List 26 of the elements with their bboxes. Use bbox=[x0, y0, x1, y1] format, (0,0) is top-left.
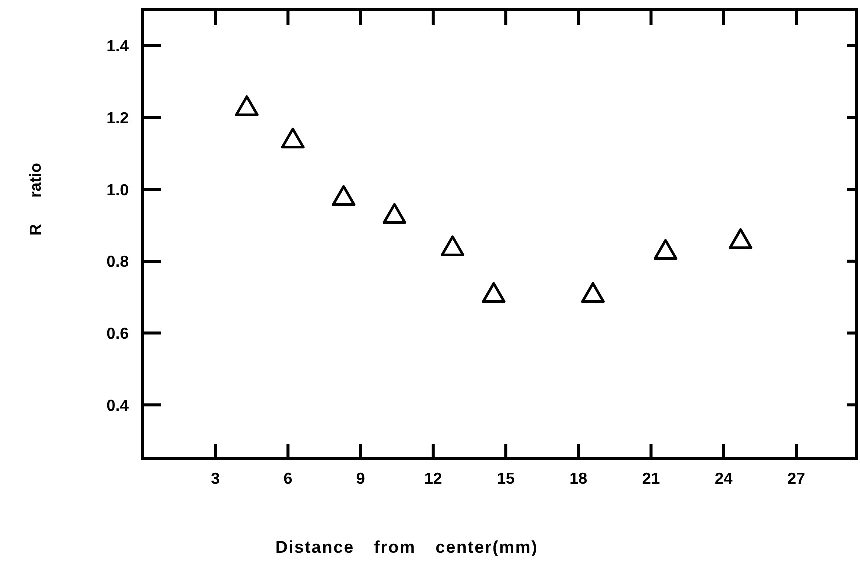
point bbox=[654, 239, 678, 260]
point bbox=[235, 96, 259, 116]
x-tick-label: 12 bbox=[424, 471, 442, 488]
y-axis-title: R ratio bbox=[28, 162, 45, 236]
y-tick-label: 0.8 bbox=[106, 254, 130, 272]
point bbox=[441, 236, 465, 256]
point bbox=[332, 185, 356, 206]
y-tick-label: 0.6 bbox=[106, 326, 130, 344]
y-tick-label: 1.4 bbox=[106, 38, 130, 56]
x-tick-label: 15 bbox=[497, 471, 516, 488]
x-tick-label: 27 bbox=[788, 471, 806, 488]
y-tick-label: 1.0 bbox=[106, 182, 130, 200]
y-tick-label: 0.4 bbox=[106, 398, 130, 415]
x-axis-title: Distance from center(mm) bbox=[276, 538, 538, 557]
x-tick-label: 18 bbox=[570, 471, 588, 488]
point bbox=[729, 228, 753, 250]
point bbox=[382, 203, 406, 224]
x-tick-label: 6 bbox=[284, 471, 293, 488]
point bbox=[482, 282, 506, 304]
point bbox=[281, 128, 305, 149]
point bbox=[581, 282, 605, 304]
x-tick-label: 24 bbox=[714, 471, 733, 488]
x-tick-label: 9 bbox=[356, 471, 366, 488]
y-tick-label: 1.2 bbox=[106, 110, 130, 128]
x-tick-label: 21 bbox=[642, 471, 660, 488]
x-tick-label: 3 bbox=[211, 471, 220, 488]
